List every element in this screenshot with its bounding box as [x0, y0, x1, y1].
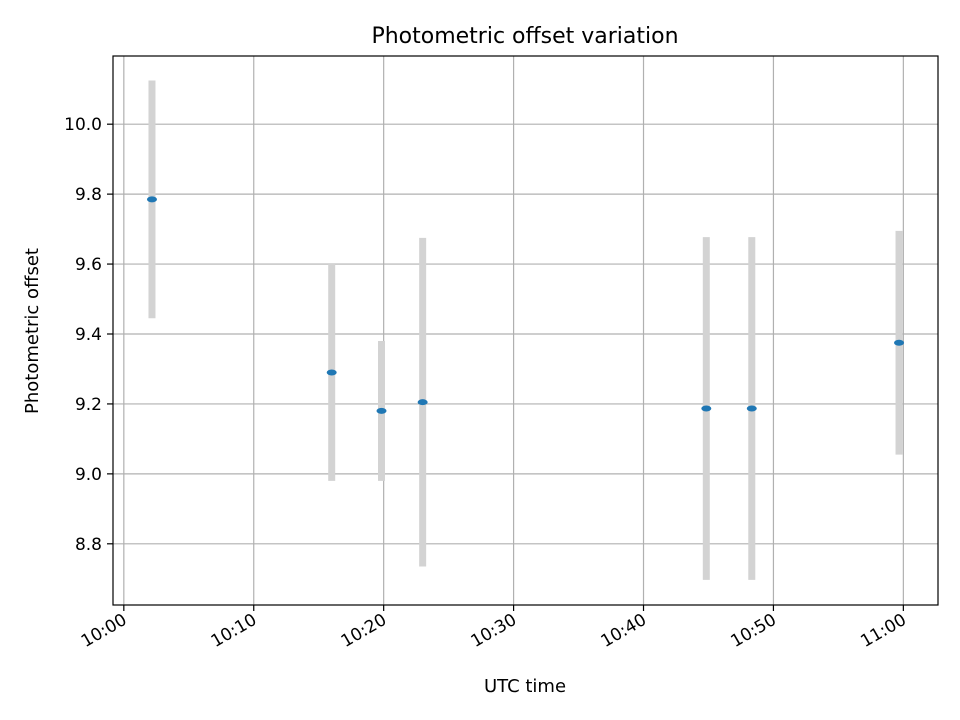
data-point — [894, 339, 905, 346]
data-point — [701, 405, 712, 412]
y-tick-label: 9.2 — [75, 395, 102, 415]
data-points — [146, 196, 905, 414]
y-tick-label: 9.0 — [75, 465, 102, 485]
data-point — [376, 407, 387, 414]
data-point — [417, 399, 428, 406]
y-axis-label: Photometric offset — [22, 248, 43, 414]
data-point — [746, 405, 757, 412]
y-tick-label: 8.8 — [75, 535, 102, 555]
grid-lines — [113, 56, 938, 605]
data-point — [326, 369, 337, 376]
plot-frame — [112, 55, 939, 606]
y-tick-label: 9.6 — [75, 255, 102, 275]
y-tick-label: 9.8 — [75, 185, 102, 205]
x-axis-label: UTC time — [484, 676, 566, 697]
data-point — [146, 196, 157, 203]
y-axis-ticks: 8.8 9.0 9.2 9.4 9.6 9.8 10.0 — [64, 115, 113, 555]
y-tick-label: 9.4 — [75, 325, 102, 345]
y-tick-label: 10.0 — [64, 115, 102, 135]
chart-title: Photometric offset variation — [371, 24, 678, 49]
